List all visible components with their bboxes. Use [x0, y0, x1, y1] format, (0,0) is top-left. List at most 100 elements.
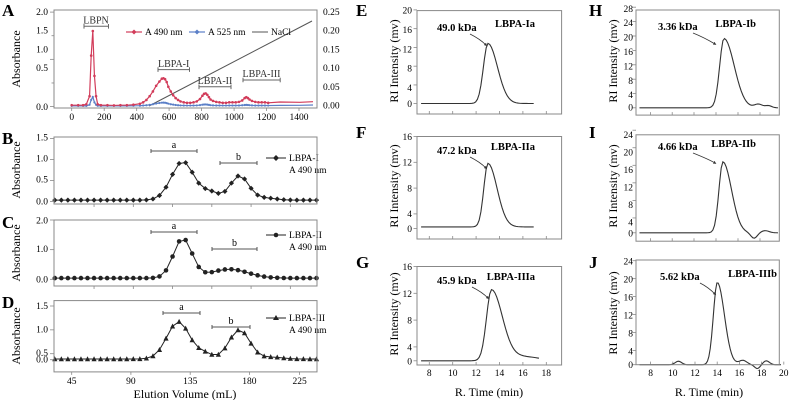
svg-text:LBPA-III: LBPA-III	[289, 314, 325, 324]
svg-text:4: 4	[407, 210, 412, 220]
svg-text:LBPA-II: LBPA-II	[198, 76, 233, 87]
svg-text:LBPA-I: LBPA-I	[289, 154, 319, 164]
svg-text:16: 16	[624, 166, 634, 176]
svg-text:1400: 1400	[290, 113, 309, 123]
svg-text:47.2 kDa: 47.2 kDa	[437, 146, 477, 157]
svg-text:5.62 kDa: 5.62 kDa	[660, 272, 700, 283]
svg-text:Absorbance: Absorbance	[9, 224, 23, 281]
svg-text:0.5: 0.5	[36, 176, 48, 186]
svg-text:A 490 nm: A 490 nm	[145, 28, 183, 38]
svg-text:18: 18	[542, 369, 552, 379]
svg-text:8: 8	[407, 65, 412, 75]
svg-text:RI Intensity (mv): RI Intensity (mv)	[606, 19, 620, 102]
svg-text:16: 16	[518, 369, 528, 379]
svg-text:18: 18	[757, 369, 767, 379]
svg-text:C: C	[2, 213, 14, 232]
svg-text:400: 400	[130, 113, 145, 123]
svg-text:A 490 nm: A 490 nm	[289, 243, 327, 253]
svg-text:4: 4	[628, 348, 633, 358]
svg-text:8: 8	[407, 317, 412, 327]
svg-text:600: 600	[162, 113, 177, 123]
svg-text:b: b	[229, 316, 234, 327]
svg-text:12: 12	[403, 290, 413, 300]
svg-text:12: 12	[690, 369, 700, 379]
svg-text:A 490 nm: A 490 nm	[289, 326, 327, 336]
svg-text:A 525 nm: A 525 nm	[208, 28, 246, 38]
svg-text:1.5: 1.5	[36, 302, 48, 312]
svg-text:LBPA-Ia: LBPA-Ia	[495, 19, 536, 30]
svg-text:G: G	[356, 253, 369, 272]
svg-text:0: 0	[407, 357, 412, 367]
svg-text:135: 135	[183, 377, 198, 387]
svg-text:20: 20	[624, 34, 634, 44]
svg-text:14: 14	[712, 369, 722, 379]
svg-text:Absorbance: Absorbance	[9, 30, 23, 87]
svg-text:10: 10	[448, 369, 458, 379]
svg-text:20: 20	[624, 149, 634, 159]
svg-text:4: 4	[628, 219, 633, 229]
svg-text:Absorbance: Absorbance	[9, 141, 23, 198]
svg-text:0.05: 0.05	[323, 83, 340, 93]
svg-text:0.10: 0.10	[323, 64, 340, 74]
svg-text:A: A	[2, 1, 15, 20]
svg-text:0.25: 0.25	[323, 8, 340, 18]
svg-text:800: 800	[194, 113, 209, 123]
svg-text:H: H	[589, 1, 602, 20]
svg-text:24: 24	[624, 258, 634, 268]
svg-text:a: a	[179, 302, 184, 313]
svg-text:LBPA-I: LBPA-I	[158, 59, 189, 70]
svg-text:0.0: 0.0	[36, 103, 48, 113]
svg-text:8: 8	[628, 77, 633, 87]
svg-text:200: 200	[97, 113, 112, 123]
svg-text:1.0: 1.0	[36, 155, 48, 165]
svg-text:16: 16	[735, 369, 745, 379]
svg-text:F: F	[356, 123, 366, 142]
svg-text:8: 8	[427, 369, 432, 379]
svg-text:49.0 kDa: 49.0 kDa	[437, 23, 477, 34]
svg-text:24: 24	[624, 131, 634, 141]
svg-text:RI Intensity (mv): RI Intensity (mv)	[606, 144, 620, 227]
svg-text:16: 16	[624, 294, 634, 304]
svg-text:0: 0	[628, 104, 633, 114]
svg-text:45.9 kDa: 45.9 kDa	[437, 276, 477, 287]
svg-text:RI Intensity (mv): RI Intensity (mv)	[387, 272, 401, 355]
svg-text:LBPA-IIb: LBPA-IIb	[711, 139, 756, 150]
svg-text:16: 16	[403, 263, 413, 273]
svg-text:a: a	[172, 140, 177, 151]
svg-text:12: 12	[403, 159, 413, 169]
svg-text:LBPA-Ib: LBPA-Ib	[715, 19, 756, 30]
svg-text:12: 12	[624, 184, 634, 194]
svg-text:LBPA-IIIa: LBPA-IIIa	[487, 272, 536, 283]
svg-text:14: 14	[495, 369, 505, 379]
svg-text:4: 4	[407, 343, 412, 353]
svg-text:Absorbance: Absorbance	[9, 307, 23, 364]
svg-text:1.0: 1.0	[36, 326, 48, 336]
svg-text:LBPA-III: LBPA-III	[243, 69, 281, 80]
svg-text:1000: 1000	[225, 113, 244, 123]
svg-text:0: 0	[628, 361, 633, 371]
svg-text:b: b	[232, 238, 237, 249]
svg-text:R. Time (min): R. Time (min)	[455, 385, 523, 399]
svg-text:4: 4	[407, 84, 412, 94]
svg-text:1.5: 1.5	[36, 134, 48, 144]
svg-text:20: 20	[403, 7, 413, 17]
svg-text:0.00: 0.00	[323, 102, 340, 112]
svg-text:16: 16	[624, 48, 634, 58]
svg-text:A 490 nm: A 490 nm	[289, 166, 327, 176]
svg-text:24: 24	[624, 19, 634, 29]
svg-text:LBPA-IIIb: LBPA-IIIb	[728, 269, 777, 280]
svg-text:12: 12	[471, 369, 481, 379]
svg-text:D: D	[2, 293, 14, 312]
svg-text:0.15: 0.15	[323, 46, 340, 56]
svg-text:0: 0	[407, 100, 412, 110]
svg-text:225: 225	[292, 377, 307, 387]
svg-text:RI Intensity (mv): RI Intensity (mv)	[387, 19, 401, 102]
svg-text:Elution Volume (mL): Elution Volume (mL)	[134, 387, 237, 400]
svg-text:a: a	[172, 221, 177, 232]
svg-text:10: 10	[668, 369, 678, 379]
svg-text:1200: 1200	[257, 113, 276, 123]
svg-text:R. Time (min): R. Time (min)	[675, 385, 743, 399]
svg-text:RI Intensity (mv): RI Intensity (mv)	[606, 271, 620, 354]
svg-text:0.0: 0.0	[36, 198, 48, 208]
svg-text:12: 12	[624, 62, 634, 72]
